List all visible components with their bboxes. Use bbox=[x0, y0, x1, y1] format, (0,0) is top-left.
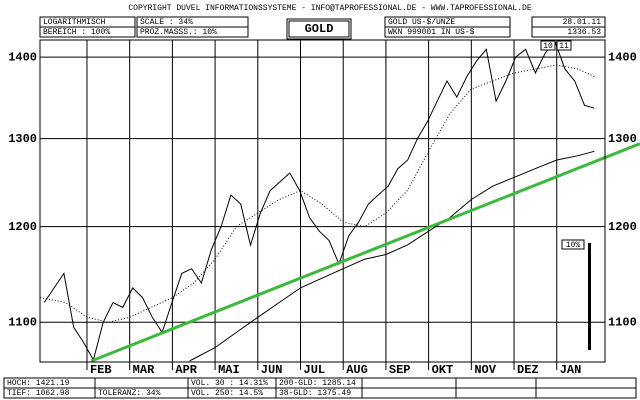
title-box bbox=[288, 20, 350, 38]
plot-frame bbox=[39, 39, 606, 363]
vol-30: VOL. 30 : 14.31% bbox=[191, 379, 268, 388]
y-tick-label: 1300 bbox=[608, 132, 637, 146]
annotation-box bbox=[561, 239, 585, 250]
annotation: 11 bbox=[559, 42, 569, 51]
x-tick-label: FEB bbox=[90, 363, 112, 377]
range: BEREICH : 100% bbox=[43, 28, 110, 37]
x-tick-label: JUN bbox=[261, 363, 283, 377]
title-box bbox=[286, 18, 352, 40]
wkn: WKN 999001 IN US-$ bbox=[388, 28, 475, 37]
y-tick-label: 1300 bbox=[8, 132, 37, 146]
x-tick-label: JUL bbox=[304, 363, 326, 377]
y-tick-label: 1200 bbox=[8, 220, 37, 234]
percent: PROZ.MASSS.: 10% bbox=[140, 28, 217, 37]
price-line bbox=[189, 150, 595, 362]
x-tick-label: DEZ bbox=[517, 363, 539, 377]
x-tick-label: APR bbox=[175, 363, 197, 377]
footer: HOCH: 1421.19 VOL. 30 : 14.31% 200-GLD: … bbox=[3, 377, 637, 399]
vol-250: VOL. 250: 14.5% bbox=[191, 389, 263, 398]
x-tick-label: SEP bbox=[389, 363, 411, 377]
ma-38: 38-GLD: 1375.49 bbox=[279, 389, 351, 398]
plot-area: 1100 1100 1200 1200 1300 1300 1400 1400 FEB MAR AP… bbox=[8, 40, 640, 377]
x-tick-label: MAR bbox=[133, 363, 155, 377]
y-tick-label: 1200 bbox=[608, 220, 637, 234]
chart-title: GOLD bbox=[305, 22, 334, 36]
description: GOLD US-$/UNZE bbox=[388, 18, 455, 27]
annotation: 10 bbox=[543, 42, 553, 51]
copyright: COPYRIGHT DUVEL INFORMATIONSSYSTEME - IN… bbox=[128, 4, 531, 13]
x-tick-label: JAN bbox=[560, 363, 582, 377]
low: TIEF: 1062.98 bbox=[7, 389, 70, 398]
last-price: 1336.53 bbox=[567, 28, 601, 37]
tolerance: TOLERANZ: 34% bbox=[98, 389, 161, 398]
scale: SCALE : 34% bbox=[140, 18, 193, 27]
scale-mode: LOGARITHMISCH bbox=[43, 18, 106, 27]
price-line bbox=[90, 142, 640, 362]
x-tick-label: MAI bbox=[218, 363, 240, 377]
price-line bbox=[40, 64, 595, 323]
y-tick-label: 1400 bbox=[608, 50, 637, 64]
scale-bar bbox=[588, 243, 591, 350]
date: 28.01.11 bbox=[563, 18, 602, 27]
x-tick-label: NOV bbox=[474, 363, 496, 377]
high: HOCH: 1421.19 bbox=[7, 379, 70, 388]
price-line bbox=[43, 40, 595, 362]
y-tick-label: 1100 bbox=[8, 315, 37, 329]
x-tick-label: OKT bbox=[432, 363, 454, 377]
annotation: 10% bbox=[566, 241, 581, 250]
ma-200: 200-GLD: 1285.14 bbox=[279, 379, 356, 388]
annotation-box bbox=[556, 40, 572, 51]
x-tick-label: AUG bbox=[346, 363, 368, 377]
y-tick-label: 1100 bbox=[608, 315, 637, 329]
y-tick-label: 1400 bbox=[8, 50, 37, 64]
annotation-box bbox=[540, 40, 556, 51]
